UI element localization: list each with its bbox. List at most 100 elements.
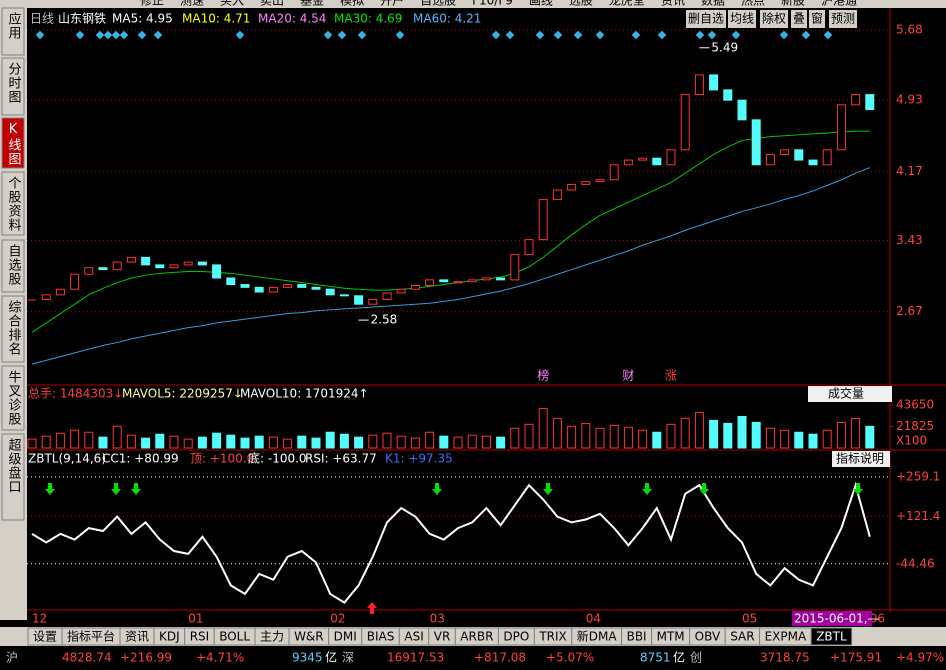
toolbar-button[interactable]: 选股: [569, 0, 593, 8]
toolbar-button[interactable]: 基金: [300, 0, 324, 8]
indicator-tab-label[interactable]: VR: [434, 630, 451, 644]
candle: [510, 254, 520, 281]
toolbar-button[interactable]: 自选股: [420, 0, 456, 8]
indicator-tab-label[interactable]: ZBTL: [816, 630, 847, 644]
indicator-tab-label[interactable]: ARBR: [460, 630, 493, 644]
header-button-bg[interactable]: [686, 10, 727, 28]
toolbar-button[interactable]: 模拟: [340, 0, 364, 8]
indicator-tab-label[interactable]: BOLL: [219, 630, 250, 644]
volume-bar: [595, 427, 605, 449]
sidebar-tab-label[interactable]: K线图: [6, 122, 22, 166]
sidebar-tab[interactable]: [1, 433, 25, 521]
button-bg[interactable]: [832, 451, 890, 467]
indicator-tab-label[interactable]: KDJ: [159, 630, 180, 644]
indicator-tab[interactable]: [810, 627, 853, 646]
indicator-tab-label[interactable]: MTM: [657, 630, 685, 644]
buy-arrow: [642, 483, 652, 495]
status-item: 创: [690, 651, 702, 665]
header-button[interactable]: 删自选: [688, 12, 724, 26]
candle: [737, 99, 747, 121]
sidebar-tab[interactable]: [1, 171, 25, 236]
volume-bar: [794, 431, 804, 449]
volume-bar: [226, 434, 236, 449]
sidebar-tab-label[interactable]: 综合排名: [6, 300, 22, 356]
sidebar-tab-label[interactable]: 自选股: [6, 244, 22, 286]
candle: [439, 279, 449, 283]
indicator-tab-label[interactable]: 设置: [33, 630, 57, 644]
indicator-tab-label[interactable]: DMI: [334, 630, 357, 644]
sidebar-tab-label[interactable]: 应用: [6, 11, 22, 40]
volume-bar: [84, 431, 94, 449]
volume-bar: [510, 427, 520, 449]
toolbar-button[interactable]: 沪港通: [821, 0, 857, 8]
toolbar-button[interactable]: 卖出: [260, 0, 284, 8]
indicator-header: 顶: +100.0: [190, 452, 254, 466]
header-button-bg[interactable]: [760, 10, 789, 28]
indicator-button[interactable]: 指标说明: [836, 451, 884, 466]
volume-bar: [98, 436, 108, 449]
toolbar-button[interactable]: 测速: [180, 0, 204, 8]
candle: [55, 288, 65, 296]
sidebar-tab-label[interactable]: 牛叉诊股: [6, 370, 22, 426]
sidebar-tab[interactable]: [1, 57, 25, 116]
toolbar-button[interactable]: 买入: [220, 0, 244, 8]
indicator-tab-label[interactable]: RSI: [190, 630, 210, 644]
sidebar-tab-label[interactable]: 超级盘口: [6, 438, 22, 494]
sidebar-tab[interactable]: [1, 365, 25, 431]
header-button-bg[interactable]: [728, 10, 757, 28]
status-item: +4.97%: [896, 651, 944, 665]
sidebar-tab-label[interactable]: 个股资料: [6, 176, 22, 232]
volume-bar: [851, 417, 861, 449]
toolbar-button[interactable]: 热点: [741, 0, 765, 8]
header-button[interactable]: 窗: [811, 12, 823, 26]
candle: [155, 264, 165, 269]
selector-bg[interactable]: [808, 386, 892, 402]
toolbar-button[interactable]: 资讯: [661, 0, 685, 8]
indicator-tab-label[interactable]: 指标平台: [67, 629, 115, 644]
sidebar-tab[interactable]: [1, 117, 25, 169]
toolbar-button[interactable]: 龙虎堂: [609, 0, 645, 8]
indicator-tab-label[interactable]: 资讯: [125, 630, 149, 644]
indicator-tab-label[interactable]: 新DMA: [577, 629, 618, 644]
indicator-tab-label[interactable]: ASI: [404, 630, 423, 644]
indicator-tab-label[interactable]: OBV: [695, 630, 721, 644]
volume-bar: [836, 421, 846, 449]
candle: [254, 286, 264, 293]
sidebar-tab-label[interactable]: 分时图: [6, 62, 22, 104]
header-button[interactable]: 预测: [831, 12, 855, 26]
header-button-bg[interactable]: [809, 10, 826, 28]
volume-bar: [311, 437, 321, 449]
indicator-tab-label[interactable]: W&R: [294, 630, 324, 644]
toolbar-button[interactable]: 新股: [781, 0, 805, 8]
toolbar-button[interactable]: F10/F9: [472, 0, 513, 8]
status-item: 3718.75: [760, 651, 810, 665]
volume-selector[interactable]: 成交量: [828, 386, 864, 401]
indicator-tab-label[interactable]: TRIX: [538, 630, 566, 644]
candle: [723, 89, 733, 101]
indicator-tab-label[interactable]: 主力: [260, 630, 284, 644]
sidebar-tab[interactable]: [1, 239, 25, 293]
sidebar-tab[interactable]: [1, 7, 25, 56]
header-button-bg[interactable]: [829, 10, 858, 28]
volume-bar: [467, 434, 477, 449]
toolbar-button[interactable]: 数据: [701, 0, 725, 8]
toolbar-button[interactable]: 开户: [380, 0, 404, 8]
candle: [623, 159, 633, 166]
indicator-tab-label[interactable]: EXPMA: [765, 630, 807, 644]
candle: [98, 267, 108, 271]
indicator-tab-label[interactable]: BBI: [627, 630, 647, 644]
indicator-tab-label[interactable]: SAR: [730, 630, 754, 644]
volume-bar: [70, 429, 80, 449]
toolbar-button[interactable]: 修正: [140, 0, 164, 8]
header-button-bg[interactable]: [791, 10, 808, 28]
volume-bar: [141, 437, 151, 449]
header-button[interactable]: 除权: [762, 11, 786, 26]
indicator-tab-label[interactable]: DPO: [503, 630, 529, 644]
header-button[interactable]: 均线: [730, 12, 754, 26]
x-tick-label: 03: [430, 612, 445, 626]
header-button[interactable]: 叠: [793, 12, 805, 26]
toolbar-button[interactable]: 画线: [529, 0, 553, 8]
indicator-tab-label[interactable]: BIAS: [367, 630, 395, 644]
candle: [226, 277, 236, 286]
sidebar-tab[interactable]: [1, 295, 25, 363]
